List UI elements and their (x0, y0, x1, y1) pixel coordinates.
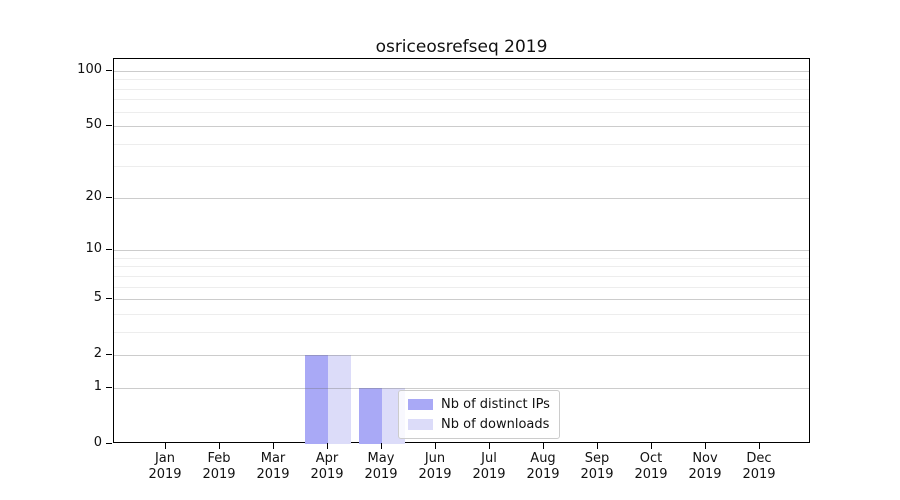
y-gridline-minor-60 (114, 111, 809, 113)
x-tick-label-line: 2019 (364, 467, 398, 482)
x-tick-dec-2019 (759, 443, 760, 449)
y-tick-label-0: 0 (93, 435, 102, 450)
nb-of-downloads-bar-apr-2019 (328, 355, 351, 444)
legend-swatch-distinct-ips (408, 399, 433, 410)
y-tick-label-20: 20 (85, 188, 102, 204)
x-tick-label-line: May (367, 451, 395, 466)
y-gridline-minor-7 (114, 275, 809, 277)
x-tick-label-line: Aug (530, 451, 556, 466)
y-gridline-minor-30 (114, 166, 809, 168)
y-gridline-1 (114, 388, 809, 389)
y-gridline-minor-9 (114, 257, 809, 259)
x-tick-label-line: Nov (692, 451, 718, 466)
y-gridline-minor-3 (114, 331, 809, 333)
y-gridline-10 (114, 250, 809, 252)
x-tick-mar-2019 (273, 443, 274, 449)
y-tick-5 (106, 298, 112, 300)
y-tick-label-10: 10 (85, 241, 102, 257)
x-tick-label-dec-2019: Dec 2019 (731, 451, 787, 483)
x-tick-jun-2019 (435, 443, 436, 449)
y-gridline-50 (114, 126, 809, 128)
x-tick-label-apr-2019: Apr 2019 (299, 451, 355, 483)
x-tick-label-feb-2019: Feb 2019 (191, 451, 247, 483)
x-tick-label-nov-2019: Nov 2019 (677, 451, 733, 483)
x-tick-label-line: 2019 (688, 467, 722, 482)
x-tick-label-line: 2019 (418, 467, 452, 482)
x-tick-label-line: Feb (207, 451, 231, 466)
plot-area (113, 58, 810, 444)
x-tick-label-line: Mar (260, 451, 286, 466)
y-tick-50 (106, 125, 112, 127)
legend-label-distinct-ips: Nb of distinct IPs (441, 397, 550, 412)
x-tick-apr-2019 (327, 443, 328, 449)
chart-title: osriceosrefseq 2019 (375, 37, 548, 57)
legend: Nb of distinct IPs Nb of downloads (398, 390, 560, 439)
x-tick-label-line: 2019 (742, 467, 776, 482)
y-gridline-minor-70 (114, 99, 809, 101)
y-tick-label-2: 2 (93, 346, 102, 362)
x-tick-label-line: 2019 (148, 467, 182, 482)
y-tick-label-100: 100 (77, 61, 102, 77)
x-tick-label-jan-2019: Jan 2019 (137, 451, 193, 483)
y-tick-0 (106, 443, 112, 444)
y-gridline-5 (114, 299, 809, 301)
y-gridline-minor-80 (114, 88, 809, 90)
y-tick-label-1: 1 (93, 379, 102, 394)
x-tick-label-line: 2019 (526, 467, 560, 482)
y-gridline-minor-4 (114, 313, 809, 315)
y-tick-label-50: 50 (85, 117, 102, 133)
y-tick-1 (106, 387, 112, 388)
x-tick-jan-2019 (165, 443, 166, 449)
legend-label-downloads: Nb of downloads (441, 417, 550, 432)
x-tick-label-line: 2019 (310, 467, 344, 482)
x-tick-label-jul-2019: Jul 2019 (461, 451, 517, 483)
x-tick-label-line: 2019 (202, 467, 236, 482)
y-tick-20 (106, 196, 112, 198)
x-tick-label-line: Dec (746, 451, 772, 466)
x-tick-label-aug-2019: Aug 2019 (515, 451, 571, 483)
y-tick-2 (106, 354, 112, 356)
y-gridline-2 (114, 355, 809, 357)
nb-of-distinct-ips-bar-apr-2019 (305, 355, 328, 444)
x-tick-oct-2019 (651, 443, 652, 449)
legend-item-downloads: Nb of downloads (408, 417, 550, 432)
y-gridline-20 (114, 197, 809, 199)
x-tick-label-line: Sep (584, 451, 610, 466)
x-tick-feb-2019 (219, 443, 220, 449)
y-gridline-100 (114, 70, 809, 72)
y-gridline-minor-6 (114, 286, 809, 288)
x-tick-label-line: Oct (639, 451, 663, 466)
legend-swatch-downloads (408, 419, 433, 430)
y-tick-100 (106, 69, 112, 71)
y-tick-label-5: 5 (93, 290, 102, 306)
x-tick-nov-2019 (705, 443, 706, 449)
x-tick-label-line: Jan (154, 451, 176, 466)
x-tick-label-sep-2019: Sep 2019 (569, 451, 625, 483)
legend-item-distinct-ips: Nb of distinct IPs (408, 397, 550, 412)
x-tick-label-mar-2019: Mar 2019 (245, 451, 301, 483)
x-tick-label-may-2019: May 2019 (353, 451, 409, 483)
x-tick-label-line: Apr (315, 451, 339, 466)
y-gridline-minor-8 (114, 266, 809, 268)
x-tick-label-line: Jun (424, 451, 446, 466)
x-tick-label-oct-2019: Oct 2019 (623, 451, 679, 483)
x-tick-may-2019 (381, 443, 382, 449)
x-tick-label-line: 2019 (256, 467, 290, 482)
x-tick-label-line: 2019 (580, 467, 614, 482)
x-tick-label-jun-2019: Jun 2019 (407, 451, 463, 483)
nb-of-distinct-ips-bar-may-2019 (359, 388, 382, 444)
x-tick-sep-2019 (597, 443, 598, 449)
y-gridline-minor-90 (114, 79, 809, 81)
x-tick-label-line: 2019 (634, 467, 668, 482)
x-tick-aug-2019 (543, 443, 544, 449)
y-gridline-minor-40 (114, 143, 809, 145)
x-tick-jul-2019 (489, 443, 490, 449)
x-tick-label-line: Jul (481, 451, 497, 466)
x-tick-label-line: 2019 (472, 467, 506, 482)
y-tick-10 (106, 249, 112, 251)
